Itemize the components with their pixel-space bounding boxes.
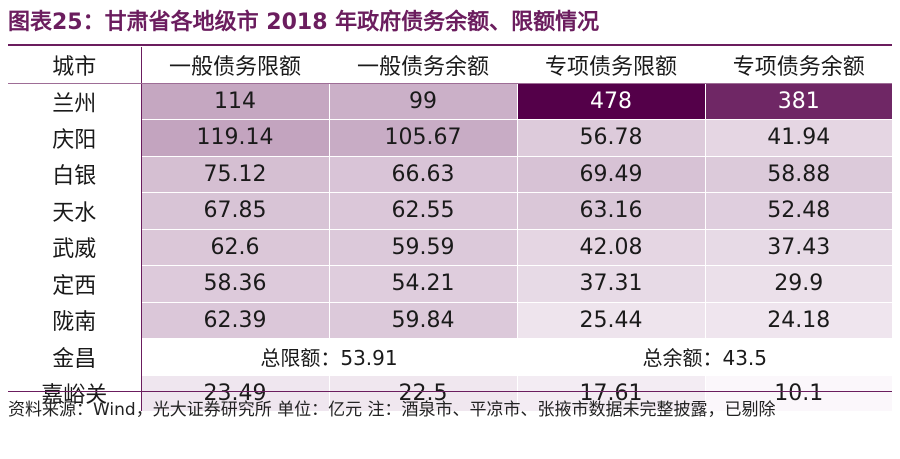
table-row: 武威 62.6 59.59 42.08 37.43 bbox=[8, 228, 892, 266]
figure-title: 图表25：甘肃省各地级市 2018 年政府债务余额、限额情况 bbox=[8, 10, 600, 35]
value-cell: 69.49 bbox=[516, 155, 705, 193]
value-cell: 67.85 bbox=[140, 192, 329, 229]
header-special-balance: 专项债务余额 bbox=[704, 47, 892, 84]
value-cell: 52.48 bbox=[704, 192, 892, 229]
value-cell: 10.1 bbox=[704, 374, 892, 411]
debt-table: 城市 一般债务限额 一般债务余额 专项债务限额 专项债务余额 兰州 114 99… bbox=[8, 47, 892, 411]
value-cell: 75.12 bbox=[140, 155, 329, 193]
city-cell: 金昌 bbox=[8, 338, 142, 375]
table-row: 庆阳 119.14 105.67 56.78 41.94 bbox=[8, 119, 892, 156]
value-cell: 119.14 bbox=[140, 119, 329, 156]
city-cell: 陇南 bbox=[8, 302, 142, 339]
title-rule bbox=[8, 44, 892, 46]
table-row-merged: 金昌 总限额：53.91 总余额：43.5 bbox=[8, 338, 892, 375]
value-cell: 99 bbox=[328, 83, 517, 120]
header-row: 城市 一般债务限额 一般债务余额 专项债务限额 专项债务余额 bbox=[8, 47, 892, 84]
city-cell: 嘉峪关 bbox=[8, 375, 142, 411]
city-cell: 定西 bbox=[8, 265, 142, 302]
table-row: 天水 67.85 62.55 63.16 52.48 bbox=[8, 192, 892, 229]
table-row: 白银 75.12 66.63 69.49 58.88 bbox=[8, 155, 892, 193]
header-city: 城市 bbox=[8, 47, 142, 84]
header-general-balance: 一般债务余额 bbox=[328, 47, 517, 84]
bottom-rule bbox=[8, 391, 892, 392]
value-cell: 56.78 bbox=[516, 119, 705, 156]
city-cell: 天水 bbox=[8, 192, 142, 229]
value-cell: 63.16 bbox=[516, 192, 705, 229]
header-special-limit: 专项债务限额 bbox=[516, 47, 705, 84]
value-cell: 59.84 bbox=[328, 301, 517, 339]
value-cell: 42.08 bbox=[516, 228, 705, 266]
value-cell: 23.49 bbox=[140, 374, 329, 411]
value-cell: 66.63 bbox=[328, 155, 517, 193]
value-cell: 22.5 bbox=[328, 374, 517, 411]
value-cell: 62.55 bbox=[328, 192, 517, 229]
value-cell: 105.67 bbox=[328, 119, 517, 156]
header-general-limit: 一般债务限额 bbox=[140, 47, 329, 84]
value-cell: 37.43 bbox=[704, 228, 892, 266]
total-balance-cell: 总余额：43.5 bbox=[516, 338, 892, 375]
table-row: 定西 58.36 54.21 37.31 29.9 bbox=[8, 265, 892, 302]
value-cell: 29.9 bbox=[704, 265, 892, 302]
value-cell: 54.21 bbox=[328, 265, 517, 302]
value-cell: 58.36 bbox=[140, 265, 329, 302]
table-row: 兰州 114 99 478 381 bbox=[8, 83, 892, 120]
table-row: 陇南 62.39 59.84 25.44 24.18 bbox=[8, 301, 892, 339]
value-cell: 381 bbox=[704, 83, 892, 120]
value-cell: 62.39 bbox=[140, 301, 329, 339]
value-cell: 62.6 bbox=[140, 228, 329, 266]
city-cell: 庆阳 bbox=[8, 119, 142, 156]
source-note: 资料来源：Wind，光大证券研究所 单位：亿元 注：酒泉市、平凉市、张掖市数据未… bbox=[8, 400, 776, 420]
value-cell: 478 bbox=[516, 83, 705, 120]
city-cell: 白银 bbox=[8, 156, 142, 193]
table-row: 嘉峪关 23.49 22.5 17.61 10.1 bbox=[8, 374, 892, 411]
city-cell: 武威 bbox=[8, 229, 142, 266]
value-cell: 41.94 bbox=[704, 119, 892, 156]
value-cell: 114 bbox=[140, 83, 329, 120]
value-cell: 17.61 bbox=[516, 374, 705, 411]
total-limit-cell: 总限额：53.91 bbox=[140, 338, 517, 375]
value-cell: 24.18 bbox=[704, 301, 892, 339]
value-cell: 58.88 bbox=[704, 155, 892, 193]
city-cell: 兰州 bbox=[8, 83, 142, 120]
value-cell: 37.31 bbox=[516, 265, 705, 302]
value-cell: 25.44 bbox=[516, 301, 705, 339]
value-cell: 59.59 bbox=[328, 228, 517, 266]
